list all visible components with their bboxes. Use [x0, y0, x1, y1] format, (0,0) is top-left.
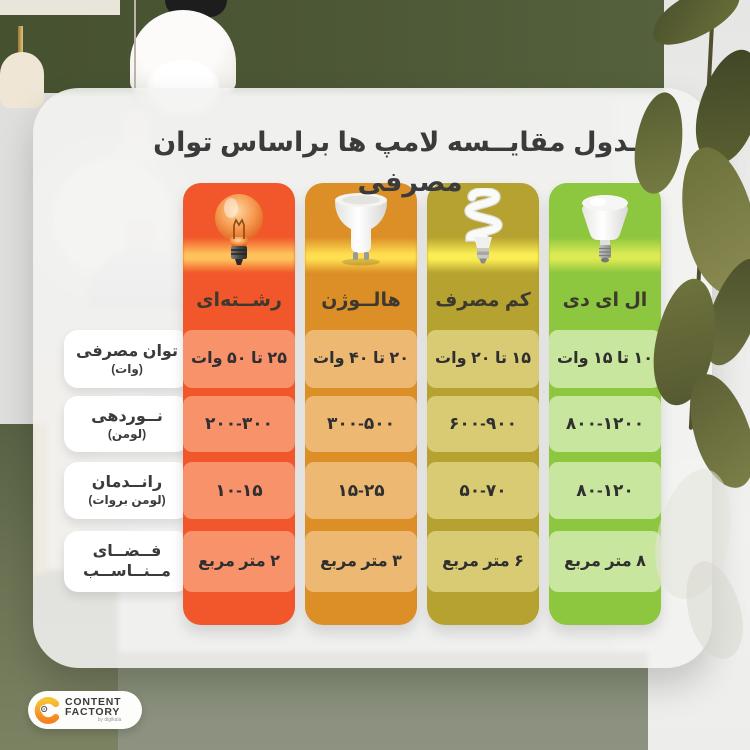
row-header-suitable-space: فــضــای مــنــاســب	[64, 531, 190, 592]
cell-efficiency-led: ۸۰-۱۲۰	[549, 462, 661, 519]
logo-line2: FACTORY	[65, 706, 121, 718]
row-header-label: نــوردهی	[91, 407, 163, 425]
cell-power-led: ۱۰ تا ۱۵ وات	[549, 330, 661, 388]
column-led: ال ای دی ۱۰ تا ۱۵ وات ۸۰۰-۱۲۰۰ ۸۰-۱۲۰ ۸ …	[549, 183, 661, 625]
cell-lumen-led: ۸۰۰-۱۲۰۰	[549, 396, 661, 452]
pendant-lamp-cord	[134, 0, 136, 114]
incandescent-bulb-icon	[183, 187, 295, 271]
row-header-sub: مــنــاســب	[83, 562, 171, 580]
cell-space-halogen: ۳ متر مربع	[305, 531, 417, 592]
row-header-label: توان مصرفی	[76, 342, 178, 360]
cell-efficiency-cfl: ۵۰-۷۰	[427, 462, 539, 519]
row-header-sub: (وات)	[111, 361, 143, 376]
pendant-lamp-stem	[18, 26, 23, 56]
row-header-sub: (لومن بروات)	[88, 493, 166, 507]
row-header-efficiency: رانــدمان (لومن بروات)	[64, 462, 190, 519]
cell-space-incandescent: ۲ متر مربع	[183, 531, 295, 592]
cell-lumen-incandescent: ۲۰۰-۳۰۰	[183, 396, 295, 452]
cell-power-cfl: ۱۵ تا ۲۰ وات	[427, 330, 539, 388]
row-header-power: توان مصرفی (وات)	[64, 330, 190, 388]
cell-power-incandescent: ۲۵ تا ۵۰ وات	[183, 330, 295, 388]
cell-power-halogen: ۲۰ تا ۴۰ وات	[305, 330, 417, 388]
cell-lumen-cfl: ۶۰۰-۹۰۰	[427, 396, 539, 452]
led-reflector-bulb-icon	[549, 187, 661, 271]
cell-space-cfl: ۶ متر مربع	[427, 531, 539, 592]
background-green-wall	[0, 0, 664, 93]
background-ceiling	[0, 0, 120, 15]
cell-efficiency-incandescent: ۱۰-۱۵	[183, 462, 295, 519]
cell-efficiency-halogen: ۱۵-۲۵	[305, 462, 417, 519]
column-name: رشــته‌ای	[196, 290, 282, 311]
row-header-label: رانــدمان	[91, 474, 163, 491]
column-cfl: کم مصرف ۱۵ تا ۲۰ وات ۶۰۰-۹۰۰ ۵۰-۷۰ ۶ متر…	[427, 183, 539, 625]
page-title: جــدول مقایــسه لامپ ها براساس توان مصرف…	[153, 127, 667, 197]
content-factory-logo-icon	[34, 696, 61, 724]
column-incandescent: رشــته‌ای ۲۵ تا ۵۰ وات ۲۰۰-۳۰۰ ۱۰-۱۵ ۲ م…	[183, 183, 295, 625]
row-header-luminosity: نــوردهی (لومن)	[64, 396, 190, 452]
row-header-label: فــضــای	[92, 542, 162, 560]
pendant-lamp-cream-bell	[0, 52, 44, 108]
logo-line1: CONTENT	[65, 696, 122, 708]
column-name: هالــوژن	[321, 290, 401, 311]
content-factory-logo: CONTENT FACTORY by digikala	[28, 691, 142, 729]
column-halogen: هالــوژن ۲۰ تا ۴۰ وات ۳۰۰-۵۰۰ ۱۵-۲۵ ۳ مت…	[305, 183, 417, 625]
column-name: ال ای دی	[562, 290, 648, 311]
cell-space-led: ۸ متر مربع	[549, 531, 661, 592]
column-name: کم مصرف	[435, 290, 531, 311]
halogen-spot-bulb-icon	[305, 187, 417, 271]
cfl-spiral-bulb-icon	[427, 187, 539, 271]
cell-lumen-halogen: ۳۰۰-۵۰۰	[305, 396, 417, 452]
row-header-sub: (لومن)	[107, 426, 147, 441]
logo-byline: by digikala	[97, 717, 122, 723]
